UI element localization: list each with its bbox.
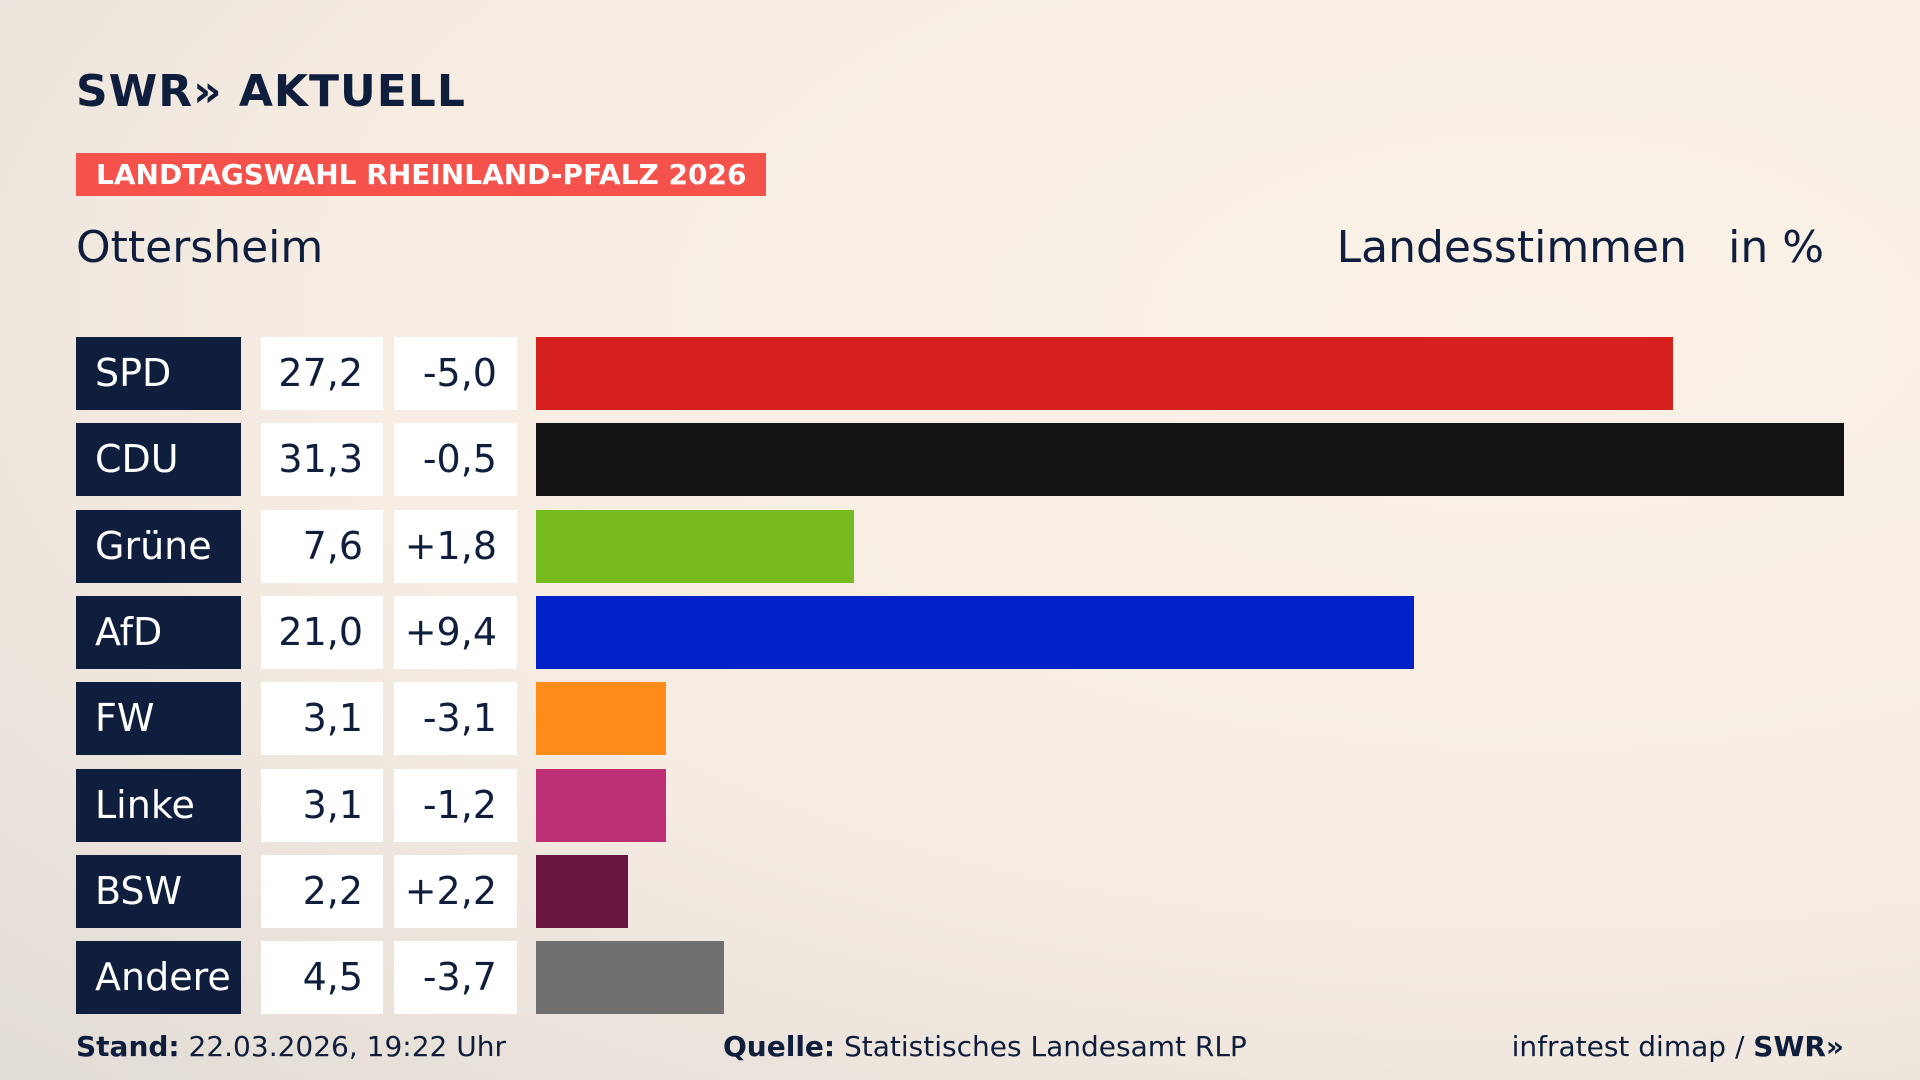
party-label: FW bbox=[76, 682, 241, 756]
brand-logo: SWR» AKTUELL bbox=[76, 66, 466, 117]
party-label: Andere bbox=[76, 941, 241, 1015]
subtitle: Ottersheim bbox=[76, 222, 324, 273]
source-value: Statistisches Landesamt RLP bbox=[844, 1030, 1247, 1063]
value-label: Landesstimmen bbox=[1336, 222, 1687, 273]
bar bbox=[536, 595, 1414, 669]
value-label: 2,2 bbox=[261, 854, 383, 928]
bar bbox=[536, 509, 854, 583]
bar bbox=[536, 337, 1673, 410]
change-label: +1,8 bbox=[394, 509, 517, 583]
change-label: -0,5 bbox=[394, 423, 517, 497]
value-label: 4,5 bbox=[261, 941, 383, 1015]
change-label: +2,2 bbox=[394, 854, 517, 928]
value-label: 31,3 bbox=[261, 423, 383, 497]
stand-value: 22.03.2026, 19:22 Uhr bbox=[188, 1030, 506, 1063]
chart-title: LANDTAGSWAHL RHEINLAND-PFALZ 2026 bbox=[76, 153, 767, 196]
party-label: Linke bbox=[76, 768, 241, 842]
change-label: -3,1 bbox=[394, 682, 517, 756]
party-label: Grüne bbox=[76, 509, 241, 583]
bar bbox=[536, 854, 628, 928]
stand-label: Stand: bbox=[76, 1030, 180, 1063]
value-label: 3,1 bbox=[261, 682, 383, 756]
bar bbox=[536, 423, 1844, 497]
party-label: CDU bbox=[76, 423, 241, 497]
credit-text: infratest dimap / bbox=[1511, 1030, 1745, 1063]
bar bbox=[536, 941, 725, 1015]
change-label: -1,2 bbox=[394, 768, 517, 842]
credit-brand: SWR» bbox=[1753, 1030, 1844, 1063]
party-label: AfD bbox=[76, 595, 241, 669]
value-label: 7,6 bbox=[261, 509, 383, 583]
change-label: -5,0 bbox=[394, 337, 517, 410]
bar bbox=[536, 768, 666, 842]
source: Quelle: Statistisches Landesamt RLP bbox=[723, 1030, 1247, 1063]
party-label: SPD bbox=[76, 337, 241, 410]
change-label: -3,7 bbox=[394, 941, 517, 1015]
value-label: 3,1 bbox=[261, 768, 383, 842]
credit: infratest dimap / SWR» bbox=[1512, 1030, 1844, 1063]
stand: Stand: 22.03.2026, 19:22 Uhr bbox=[76, 1030, 506, 1063]
party-label: BSW bbox=[76, 854, 241, 928]
value-label: 21,0 bbox=[261, 595, 383, 669]
unit-label: in % bbox=[1728, 222, 1824, 273]
value-label: 27,2 bbox=[261, 337, 383, 410]
change-label: +9,4 bbox=[394, 595, 517, 669]
source-label: Quelle: bbox=[723, 1030, 836, 1063]
bar bbox=[536, 682, 666, 756]
